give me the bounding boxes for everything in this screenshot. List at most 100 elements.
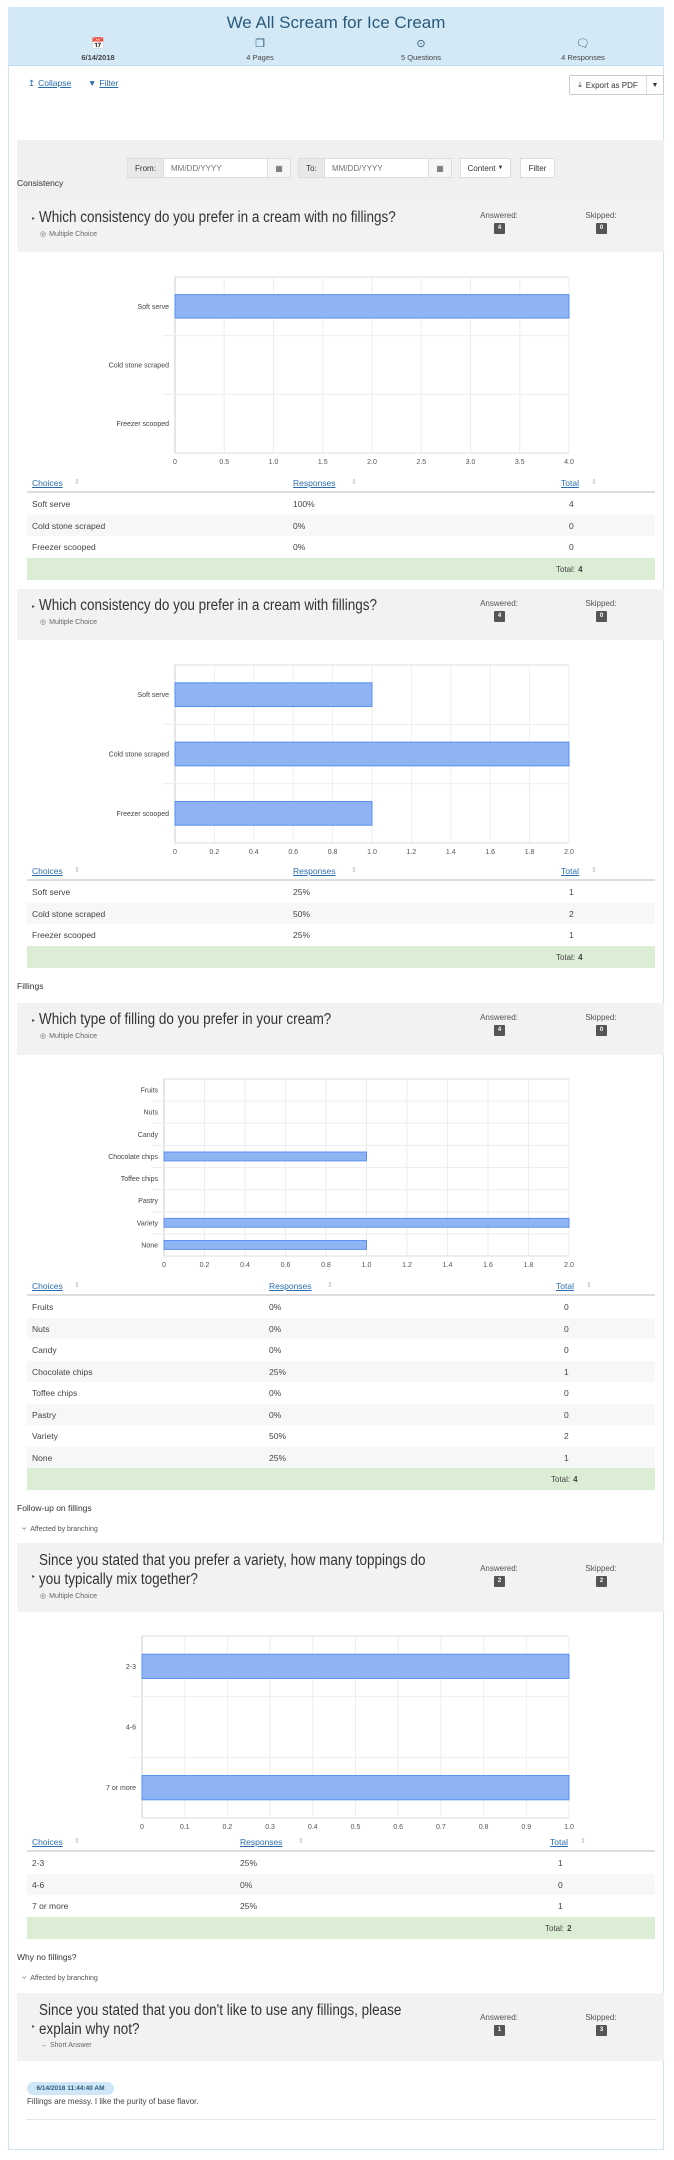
sort-icon[interactable]: ⇕ <box>327 1282 333 1289</box>
sort-icon[interactable]: ⇕ <box>74 1282 80 1289</box>
sort-header-choices[interactable]: Choices <box>32 1837 63 1847</box>
total-summary: Total: 4 <box>556 565 583 574</box>
sort-icon[interactable]: ⇕ <box>580 1838 586 1845</box>
sort-header-responses[interactable]: Responses <box>269 1281 312 1291</box>
export-pdf-button[interactable]: ⤓ Export as PDF <box>570 76 647 94</box>
skipped-count-badge: 0 <box>596 611 607 622</box>
choice-cell: 7 or more <box>32 1901 69 1911</box>
total-row: Total: 4 <box>27 945 655 968</box>
export-dropdown-toggle[interactable]: ▼ <box>647 76 663 94</box>
response-percent-cell: 25% <box>240 1901 258 1911</box>
sort-header-choices[interactable]: Choices <box>32 1281 63 1291</box>
table-row: Freezer scooped 0% 0 <box>27 536 655 558</box>
stat-pages: ❐ 4 Pages <box>200 38 320 62</box>
to-date-input[interactable] <box>325 158 429 178</box>
choice-cell: Pastry <box>32 1409 57 1420</box>
sort-header-total[interactable]: Total <box>561 866 579 876</box>
response-percent-cell: 25% <box>269 1452 287 1463</box>
stat-date: 📅 6/14/2018 <box>38 38 158 62</box>
sort-icon[interactable]: ⇕ <box>74 867 80 874</box>
question-header: Since you stated that you prefer a varie… <box>17 1543 664 1612</box>
filter-link[interactable]: ▼ Filter <box>88 78 118 88</box>
expand-arrow-icon[interactable]: ▸ <box>32 604 36 610</box>
stat-questions-label: 5 Questions <box>400 53 442 62</box>
sort-icon[interactable]: ⇕ <box>74 1838 80 1845</box>
sort-icon[interactable]: ⇕ <box>298 1838 304 1845</box>
content-dropdown[interactable]: Content ▼ <box>460 158 511 178</box>
total-value: 2 <box>567 1923 572 1933</box>
expand-arrow-icon[interactable]: ▸ <box>32 1018 36 1024</box>
sort-icon[interactable]: ⇕ <box>591 867 597 874</box>
choice-cell: 2-3 <box>32 1858 45 1868</box>
sort-icon[interactable]: ⇕ <box>586 1282 592 1289</box>
total-label: Total: <box>556 952 576 962</box>
branching-note: ⑂ Affected by branching <box>22 1975 98 1982</box>
sort-header-total[interactable]: Total <box>561 478 579 488</box>
sort-icon[interactable]: ⇕ <box>74 479 80 486</box>
stat-date-label: 6/14/2018 <box>81 53 115 62</box>
arrow-right-icon: → <box>40 2042 47 2049</box>
sort-header-responses[interactable]: Responses <box>293 478 336 488</box>
sort-icon[interactable]: ⇕ <box>351 479 357 486</box>
response-percent-cell: 0% <box>293 520 306 531</box>
table-body: 2-3 25% 1 4-6 0% 0 7 or more 25% 1 <box>27 1852 655 1917</box>
from-date-input[interactable] <box>164 158 268 178</box>
table-body: Soft serve 100% 4 Cold stone scraped 0% 0 Free… <box>27 493 655 558</box>
collapse-link[interactable]: ↥ Collapse <box>28 78 71 89</box>
table-row: Soft serve 100% 4 <box>27 493 655 515</box>
total-row: Total: 4 <box>27 1468 655 1490</box>
skipped-label: Skipped: <box>585 2013 617 2022</box>
table-row: Toffee chips 0% 0 <box>27 1382 655 1404</box>
total-cell: 0 <box>564 1345 569 1355</box>
total-cell: 2 <box>569 908 574 919</box>
content-label: Content <box>467 163 496 173</box>
collapse-icon: ↥ <box>28 78 36 88</box>
expand-arrow-icon[interactable]: ▸ <box>32 2024 36 2030</box>
table-row: Chocolate chips 25% 1 <box>27 1360 655 1382</box>
table-row: Pastry 0% 0 <box>27 1403 655 1425</box>
response-text: Fillings are messy. I like the purity of… <box>27 2097 199 2106</box>
sort-header-total[interactable]: Total <box>556 1281 574 1291</box>
stat-responses-label: 4 Responses <box>561 53 605 62</box>
question-title: Which consistency do you prefer in a cre… <box>39 597 378 614</box>
branching-note: ⑂ Affected by branching <box>22 1526 98 1533</box>
total-value: 4 <box>578 952 583 962</box>
response-percent-cell: 0% <box>269 1302 282 1312</box>
question-header: Which type of filling do you prefer in y… <box>17 1003 664 1055</box>
table-row: None 25% 1 <box>27 1446 655 1468</box>
funnel-icon: ▼ <box>88 78 97 88</box>
divider <box>26 2119 656 2120</box>
total-cell: 1 <box>558 1858 563 1868</box>
answered-label: Answered: <box>480 1563 518 1573</box>
calendar-icon: ▦ <box>275 163 283 173</box>
question-title: Which type of filling do you prefer in y… <box>39 1011 332 1028</box>
choice-cell: Nuts <box>32 1323 50 1334</box>
sort-header-responses[interactable]: Responses <box>293 866 336 876</box>
table-row: Variety 50% 2 <box>27 1425 655 1447</box>
sort-icon[interactable]: ⇕ <box>351 867 357 874</box>
total-cell: 1 <box>564 1452 569 1463</box>
response-percent-cell: 0% <box>240 1879 253 1890</box>
sort-icon[interactable]: ⇕ <box>591 479 597 486</box>
question-type: ◎ Multiple Choice <box>40 1032 97 1040</box>
sort-header-responses[interactable]: Responses <box>240 1837 283 1847</box>
sort-header-total[interactable]: Total <box>550 1837 568 1847</box>
to-calendar-button[interactable]: ▦ <box>428 158 452 178</box>
total-cell: 1 <box>569 887 574 897</box>
expand-arrow-icon[interactable]: ▸ <box>32 1574 36 1580</box>
response-percent-cell: 25% <box>269 1366 287 1377</box>
results-table: Choices ⇕ Responses ⇕ Total ⇕ Soft serve 100% 4 C… <box>27 473 655 580</box>
expand-arrow-icon[interactable]: ▸ <box>32 216 36 222</box>
sort-header-choices[interactable]: Choices <box>32 478 63 488</box>
apply-filter-button[interactable]: Filter <box>520 158 555 178</box>
branching-label: Affected by branching <box>30 1526 98 1533</box>
response-percent-cell: 25% <box>293 887 311 897</box>
total-cell: 0 <box>564 1409 569 1420</box>
skipped-count-badge: 0 <box>596 223 607 234</box>
total-cell: 0 <box>564 1323 569 1334</box>
sort-header-choices[interactable]: Choices <box>32 866 63 876</box>
response-percent-cell: 100% <box>293 499 315 509</box>
total-summary: Total: 2 <box>545 1924 572 1933</box>
total-cell: 0 <box>564 1388 569 1398</box>
from-calendar-button[interactable]: ▦ <box>267 158 291 178</box>
